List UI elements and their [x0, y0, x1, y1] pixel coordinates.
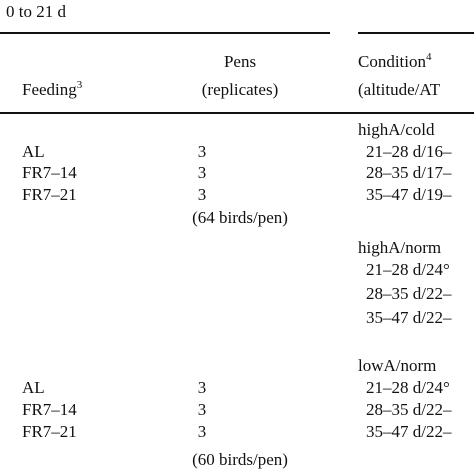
- period-cell: 35–47 d/22–: [366, 422, 452, 441]
- condition-group: highA/cold: [358, 120, 435, 139]
- header-text: Feeding: [22, 80, 77, 99]
- period-cell: 28–35 d/22–: [366, 400, 452, 419]
- period-cell: 28–35 d/17–: [366, 163, 452, 182]
- period-cell: 35–47 d/19–: [366, 185, 452, 204]
- rule: [358, 32, 474, 34]
- group-note: (60 birds/pen): [192, 450, 288, 469]
- header-pens: Pens: [223, 52, 257, 71]
- header-condition: Condition4: [358, 52, 432, 72]
- period-cell: 21–28 d/24°: [366, 260, 450, 279]
- feeding-cell: FR7–21: [22, 185, 77, 204]
- group-note: (64 birds/pen): [192, 208, 288, 227]
- pens-cell: 3: [197, 163, 207, 182]
- rule: [0, 32, 330, 34]
- feeding-cell: FR7–21: [22, 422, 77, 441]
- header-condition-sub: (altitude/AT: [358, 80, 441, 99]
- feeding-cell: FR7–14: [22, 163, 77, 182]
- period-cell: 21–28 d/24°: [366, 378, 450, 397]
- period-cell: 35–47 d/22–: [366, 308, 452, 327]
- condition-group: lowA/norm: [358, 356, 437, 375]
- period-cell: 28–35 d/22–: [366, 284, 452, 303]
- footnote: 3: [76, 79, 83, 91]
- pens-cell: 3: [197, 422, 207, 441]
- header-feeding: Feeding3: [22, 80, 82, 100]
- period-cell: 21–28 d/16–: [366, 142, 452, 161]
- pens-cell: 3: [197, 142, 207, 161]
- pens-cell: 3: [197, 400, 207, 419]
- feeding-cell: AL: [22, 142, 45, 161]
- feeding-cell: AL: [22, 378, 45, 397]
- caption: 0 to 21 d: [6, 2, 66, 21]
- header-text: Condition: [358, 52, 427, 71]
- pens-cell: 3: [197, 185, 207, 204]
- header-pens-sub: (replicates): [201, 80, 279, 99]
- condition-group: highA/norm: [358, 238, 442, 257]
- rule: [0, 112, 474, 114]
- feeding-cell: FR7–14: [22, 400, 77, 419]
- pens-cell: 3: [197, 378, 207, 397]
- footnote: 4: [426, 51, 432, 63]
